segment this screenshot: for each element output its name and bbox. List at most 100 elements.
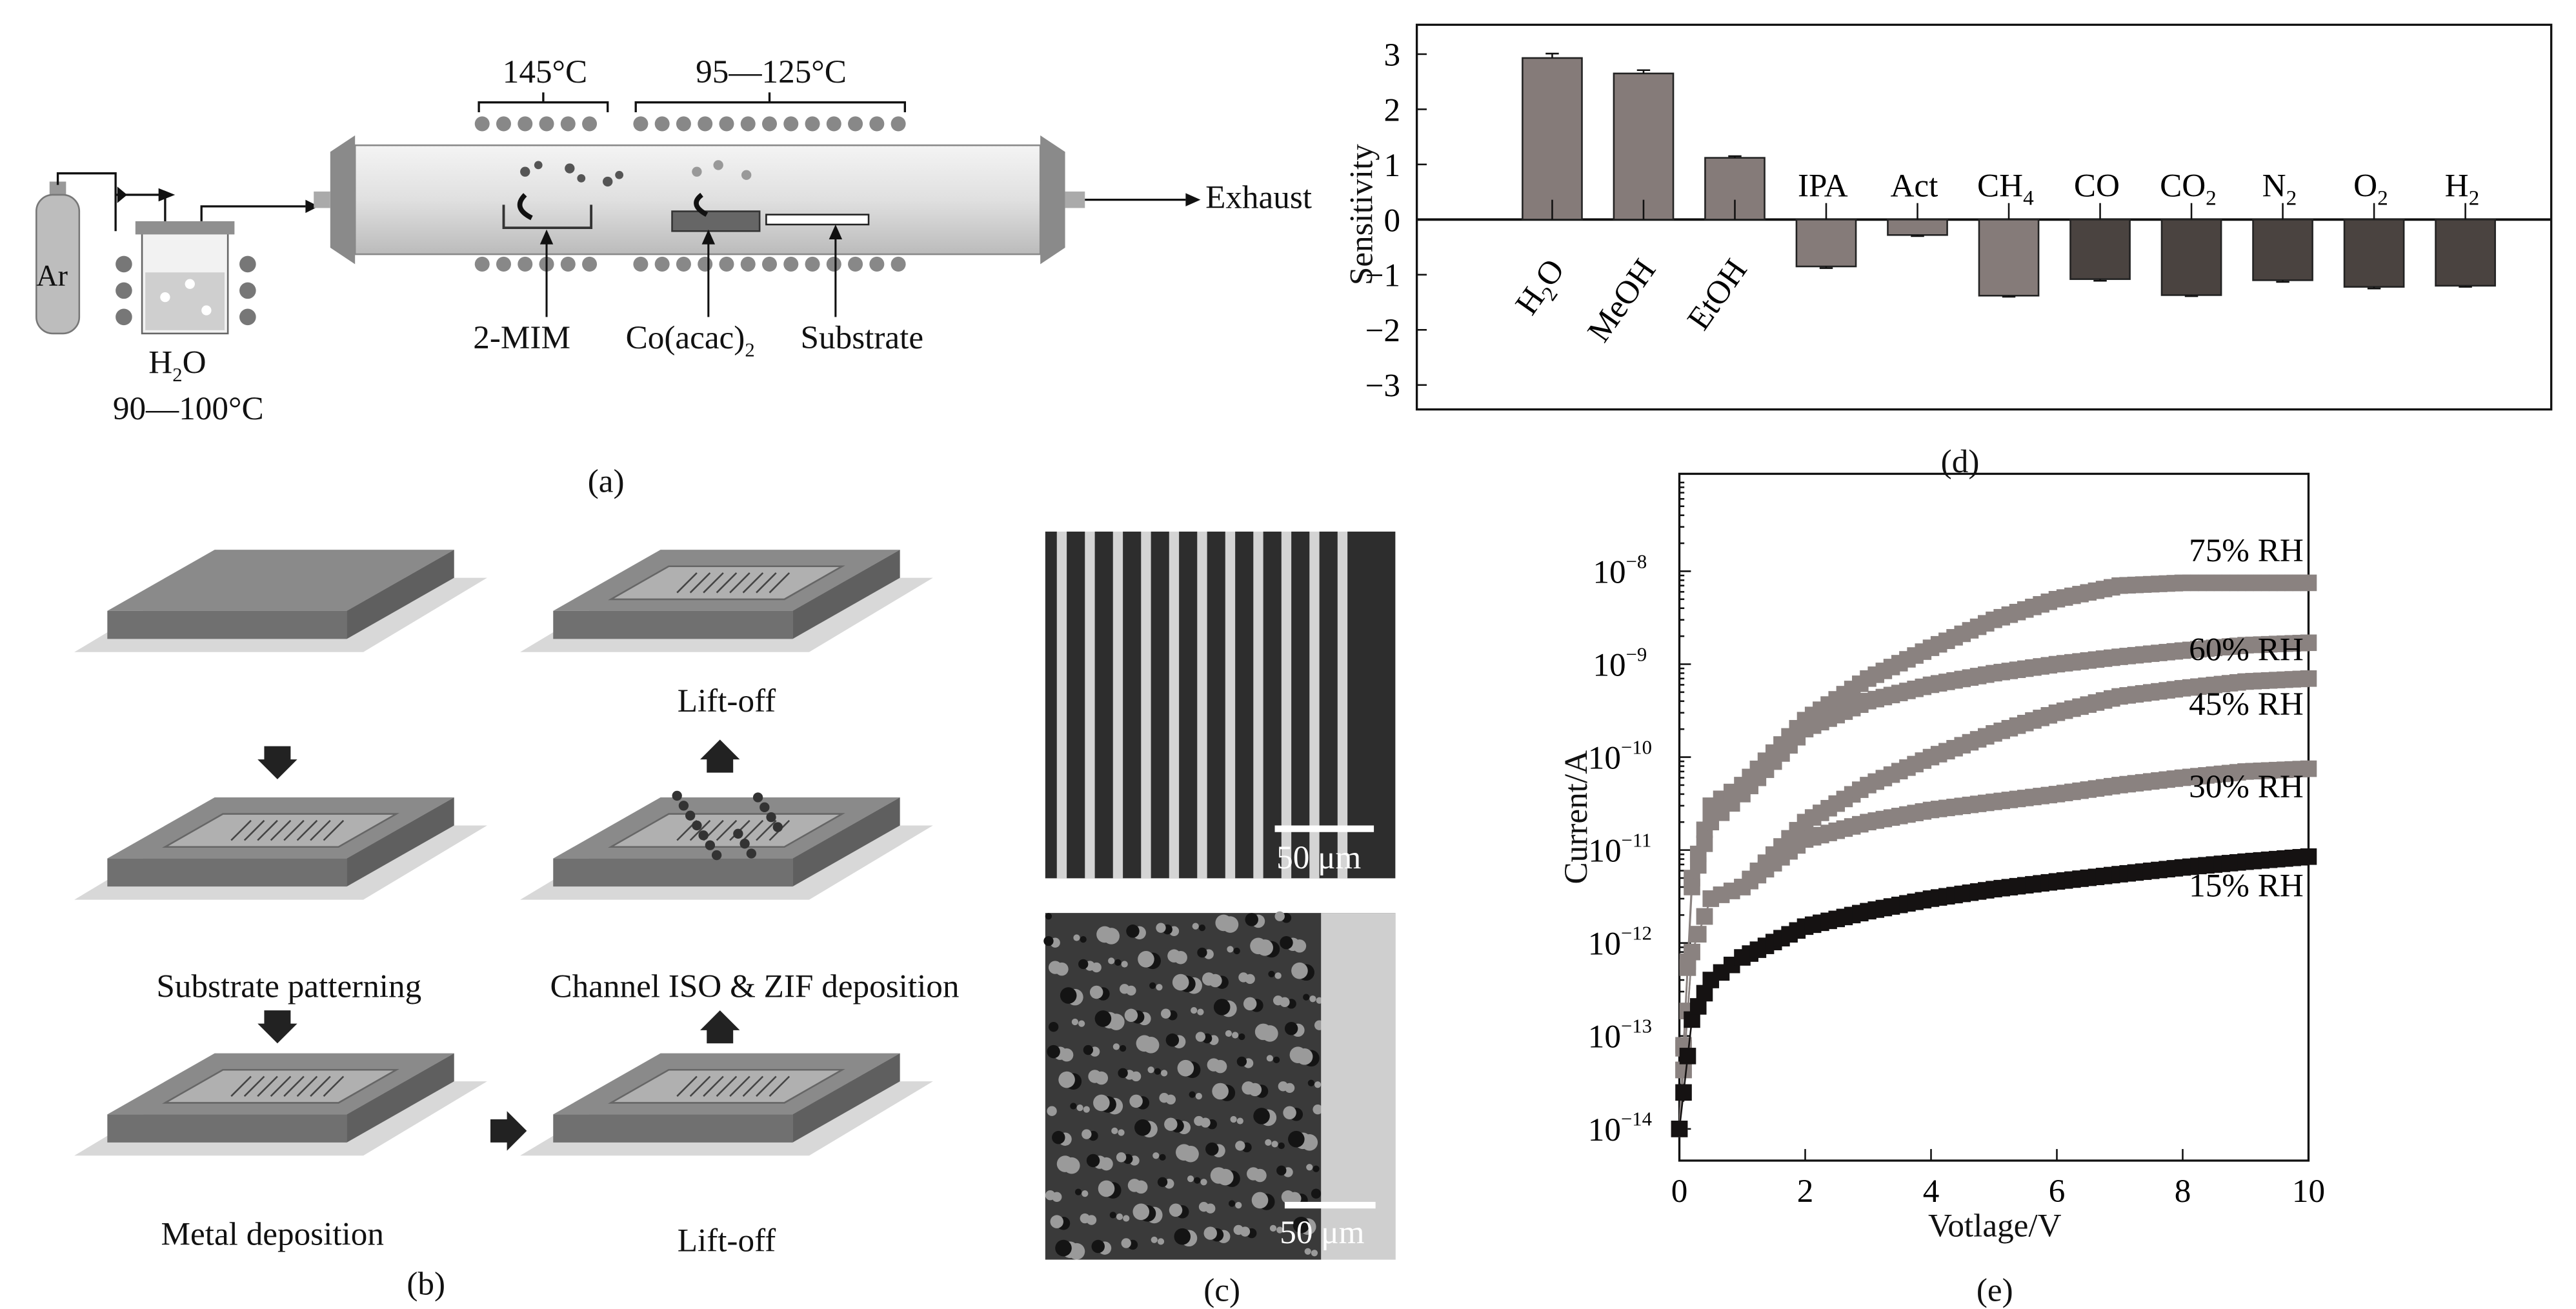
heater-coil-dot: [582, 116, 598, 132]
y-tick-label: 10−8: [1593, 550, 1647, 590]
panel-c-label: (c): [1203, 1272, 1241, 1309]
slab-front: [107, 858, 347, 887]
data-point: [1696, 908, 1713, 925]
zif-texture: [1238, 972, 1249, 983]
electrode-line: [1141, 531, 1151, 879]
zif-texture: [1176, 1144, 1192, 1161]
heater-coil-dot: [761, 116, 778, 132]
zif-texture: [1247, 1167, 1260, 1181]
category-label: IPA: [1798, 168, 1848, 205]
data-point: [2300, 760, 2317, 777]
data-point: [1675, 1084, 1692, 1101]
zif-texture: [1235, 1141, 1245, 1151]
electrode-finger: [230, 1075, 252, 1097]
zif-texture: [1074, 1188, 1082, 1195]
zif-texture: [1096, 926, 1113, 943]
zif-texture: [1152, 1152, 1160, 1159]
zif-texture: [1147, 1066, 1154, 1074]
zif-texture: [1233, 1224, 1243, 1235]
zif-texture: [1313, 1165, 1320, 1172]
zif-texture: [1242, 1081, 1255, 1095]
slab-step-4: [520, 797, 933, 900]
electrode-finger: [243, 819, 265, 841]
bare-substrate-region: [1321, 913, 1396, 1260]
slab-front: [553, 1114, 793, 1143]
zif-texture: [1251, 1192, 1269, 1209]
zif-texture: [1273, 995, 1283, 1006]
zif-texture: [1159, 1093, 1169, 1103]
electrode-finger: [296, 819, 318, 841]
data-point: [1675, 1061, 1692, 1079]
y-tick-label: −3: [1365, 368, 1400, 405]
electrode-line: [1197, 531, 1207, 879]
zif-molecule: [740, 838, 750, 849]
zif-texture: [1086, 1154, 1100, 1168]
zif-texture: [1276, 1226, 1283, 1234]
zif-texture: [1050, 1215, 1063, 1228]
zif-texture: [1172, 974, 1189, 991]
heater-coil-dot: [496, 256, 512, 272]
series-60RH: [1671, 634, 2317, 1137]
electrode-finger: [270, 1075, 292, 1097]
chart-e-xlabel: Votlage/V: [1927, 1208, 2062, 1245]
electrode-finger: [310, 1075, 331, 1097]
slab-front: [107, 610, 347, 639]
zif-texture: [1055, 1239, 1072, 1257]
zif-texture: [1045, 913, 1052, 920]
category-main: CO: [2074, 168, 2120, 205]
zif-texture: [1273, 1056, 1280, 1063]
heater-coil-dot: [805, 256, 820, 272]
category-label: H2: [2445, 168, 2480, 210]
heater-coil-dot: [676, 256, 691, 272]
category-main: CO: [2160, 168, 2206, 205]
electrode-line: [1225, 531, 1236, 879]
panel-a-schematic: [35, 92, 1201, 335]
zif-texture: [1227, 946, 1234, 953]
y-tick-exp: −10: [1621, 736, 1652, 758]
heater-coil-dot: [783, 256, 799, 272]
heater-coil-dot: [848, 256, 863, 272]
zif-texture: [1243, 997, 1257, 1011]
zif-texture: [1078, 959, 1089, 970]
zif-texture: [1212, 1083, 1229, 1100]
electrode-finger: [769, 572, 790, 594]
bar: [2069, 219, 2131, 280]
y-tick-exp: −13: [1621, 1015, 1652, 1037]
electrode-finger: [742, 1075, 764, 1097]
data-point: [2300, 848, 2317, 865]
water-bubbler-icon: [116, 221, 256, 335]
zif-texture: [1118, 1129, 1125, 1136]
zif-texture: [1276, 1165, 1287, 1176]
y-tick-base: 10: [1588, 739, 1621, 776]
electrode-finger: [756, 572, 777, 594]
zif-molecule: [672, 790, 682, 801]
substrate-plate: [765, 214, 870, 226]
electrode-finger: [742, 819, 764, 841]
heater-coil-dot: [560, 256, 576, 272]
y-tick-base: 10: [1588, 1112, 1621, 1148]
zif-texture: [1165, 1033, 1180, 1047]
zif-texture: [1253, 1108, 1270, 1124]
heater-coil-dot: [518, 256, 533, 272]
zif-texture: [1198, 924, 1206, 932]
zif-texture: [1281, 1190, 1295, 1204]
zif-texture: [1278, 1081, 1289, 1092]
gas-line: [56, 172, 117, 232]
electrode-finger: [243, 1075, 265, 1097]
zone1-temperature: 145°C: [502, 54, 588, 91]
step-channel-iso-zif: Channel ISO & ZIF deposition: [550, 969, 960, 1006]
zif-texture: [1202, 972, 1216, 986]
zif-texture: [1314, 1081, 1322, 1088]
exhaust-label: Exhaust: [1205, 179, 1312, 217]
zone1-bracket: [478, 92, 609, 113]
y-tick-label: −1: [1365, 257, 1400, 294]
zif-texture: [1200, 1179, 1207, 1186]
category-main: N: [2262, 168, 2286, 205]
category-label: CH4: [1977, 168, 2034, 210]
zif-texture: [1078, 1020, 1085, 1027]
zif-texture: [1304, 1248, 1311, 1255]
zif-texture: [1138, 950, 1154, 968]
water-label: H2O: [148, 345, 206, 386]
